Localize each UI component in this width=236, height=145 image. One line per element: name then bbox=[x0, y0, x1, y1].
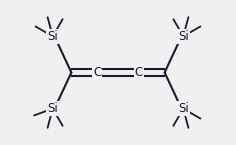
Text: Si: Si bbox=[178, 30, 189, 43]
Text: Si: Si bbox=[47, 102, 58, 115]
Text: C: C bbox=[93, 66, 101, 79]
Text: C: C bbox=[135, 66, 143, 79]
Text: Si: Si bbox=[47, 30, 58, 43]
Text: Si: Si bbox=[178, 102, 189, 115]
